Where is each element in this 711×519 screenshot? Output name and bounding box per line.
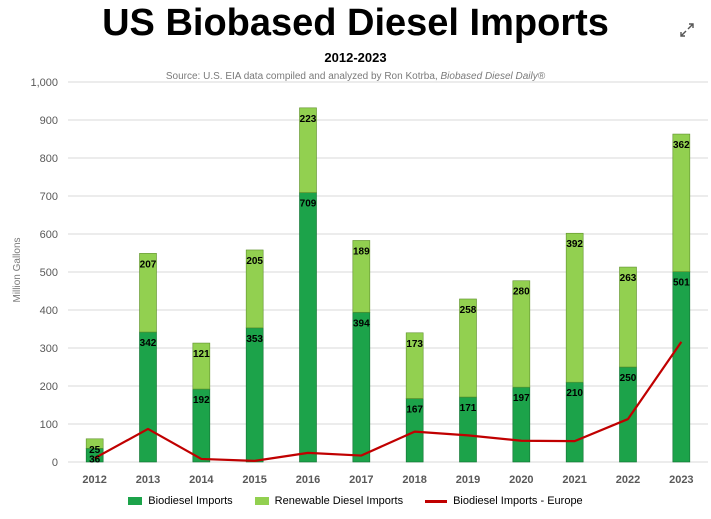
data-label-biodiesel: 36 — [89, 454, 101, 465]
chart-title: US Biobased Diesel Imports — [102, 2, 609, 44]
data-label-biodiesel: 501 — [673, 278, 690, 289]
data-label-renewable: 362 — [673, 140, 690, 151]
bar-renewable — [192, 342, 211, 390]
data-label-renewable: 280 — [513, 287, 530, 298]
data-label-biodiesel: 171 — [460, 403, 477, 414]
y-tick-label: 600 — [40, 229, 58, 241]
bar-biodiesel — [299, 192, 317, 463]
y-axis-label: Million Gallons — [12, 237, 23, 302]
x-tick-label: 2013 — [136, 474, 160, 486]
bar-renewable — [565, 232, 584, 383]
data-label-renewable: 263 — [620, 273, 637, 284]
y-tick-label: 900 — [40, 115, 58, 127]
bar-renewable — [299, 107, 317, 193]
expand-arrows-icon[interactable] — [677, 20, 697, 40]
x-tick-label: 2017 — [349, 474, 373, 486]
bar-renewable — [405, 332, 424, 399]
chart-subtitle: 2012-2023 — [324, 50, 387, 65]
x-tick-label: 2021 — [562, 474, 586, 486]
legend-label-renewable: Renewable Diesel Imports — [274, 495, 404, 507]
data-label-biodiesel: 394 — [353, 318, 370, 329]
bars — [85, 107, 691, 463]
data-label-renewable: 205 — [246, 256, 263, 267]
legend-biodiesel: Biodiesel Imports — [128, 495, 233, 507]
data-label-renewable: 25 — [89, 445, 101, 456]
bar-biodiesel — [245, 327, 264, 463]
bar-renewable — [459, 298, 477, 398]
legend-swatch-biodiesel — [128, 497, 143, 505]
x-tick-label: 2012 — [82, 474, 106, 486]
y-tick-label: 500 — [40, 267, 58, 279]
bar-renewable — [139, 253, 157, 333]
bar-biodiesel — [672, 271, 691, 463]
source-publication: Biobased Diesel Daily® — [440, 71, 546, 82]
data-label-biodiesel: 353 — [246, 334, 263, 345]
y-tick-label: 400 — [40, 305, 58, 317]
data-label-renewable: 223 — [300, 114, 317, 125]
data-label-biodiesel: 210 — [566, 388, 583, 399]
y-axis-ticks: 0 100 200 300 400 500 600 700 800 900 1,000 — [30, 77, 58, 469]
y-tick-label: 800 — [40, 153, 58, 165]
x-axis-ticks: 2012 2013 2014 2015 2016 2017 2018 2019 2020 2021… — [82, 474, 693, 486]
bar-biodiesel — [139, 331, 157, 463]
legend-label-biodiesel: Biodiesel Imports — [148, 495, 233, 507]
y-tick-label: 100 — [40, 419, 58, 431]
data-label-renewable: 121 — [193, 349, 210, 360]
legend-europe: Biodiesel Imports - Europe — [425, 495, 583, 507]
y-tick-label: 300 — [40, 343, 58, 355]
x-tick-label: 2022 — [616, 474, 640, 486]
gridlines — [68, 81, 708, 463]
y-tick-label: 700 — [40, 191, 58, 203]
x-tick-label: 2019 — [456, 474, 480, 486]
europe-line — [94, 341, 683, 462]
bar-renewable — [245, 249, 264, 329]
legend-renewable: Renewable Diesel Imports — [254, 495, 404, 507]
bar-renewable — [352, 240, 371, 313]
x-tick-label: 2015 — [242, 474, 266, 486]
x-tick-label: 2014 — [189, 474, 214, 486]
legend-label-europe: Biodiesel Imports - Europe — [453, 495, 583, 507]
x-tick-label: 2023 — [669, 474, 693, 486]
data-label-biodiesel: 197 — [513, 393, 530, 404]
y-tick-label: 0 — [52, 457, 58, 469]
bar-biodiesel — [352, 311, 371, 463]
legend: Biodiesel Imports Renewable Diesel Impor… — [0, 495, 711, 507]
bar-renewable — [85, 438, 104, 449]
bar-renewable — [672, 133, 691, 272]
data-label-biodiesel: 192 — [193, 395, 210, 406]
data-label-renewable: 258 — [460, 305, 477, 316]
line-europe — [94, 341, 683, 462]
x-tick-label: 2018 — [402, 474, 426, 486]
y-tick-label: 200 — [40, 381, 58, 393]
source-note: Source: U.S. EIA data compiled and analy… — [0, 71, 711, 82]
x-tick-label: 2020 — [509, 474, 533, 486]
data-label-biodiesel: 167 — [406, 405, 423, 416]
x-tick-label: 2016 — [296, 474, 320, 486]
data-label-renewable: 173 — [406, 339, 423, 350]
legend-swatch-europe — [425, 499, 448, 503]
y-tick-label: 1,000 — [30, 77, 58, 89]
bar-renewable — [619, 266, 637, 368]
data-label-renewable: 392 — [566, 239, 583, 250]
legend-swatch-renewable — [254, 497, 269, 505]
data-label-renewable: 207 — [140, 259, 157, 270]
source-text: Source: U.S. EIA data compiled and analy… — [165, 71, 441, 82]
bar-renewable — [512, 280, 531, 388]
data-label-biodiesel: 709 — [300, 199, 317, 210]
data-label-biodiesel: 342 — [140, 338, 157, 349]
data-label-renewable: 189 — [353, 246, 370, 257]
data-label-biodiesel: 250 — [620, 373, 637, 384]
